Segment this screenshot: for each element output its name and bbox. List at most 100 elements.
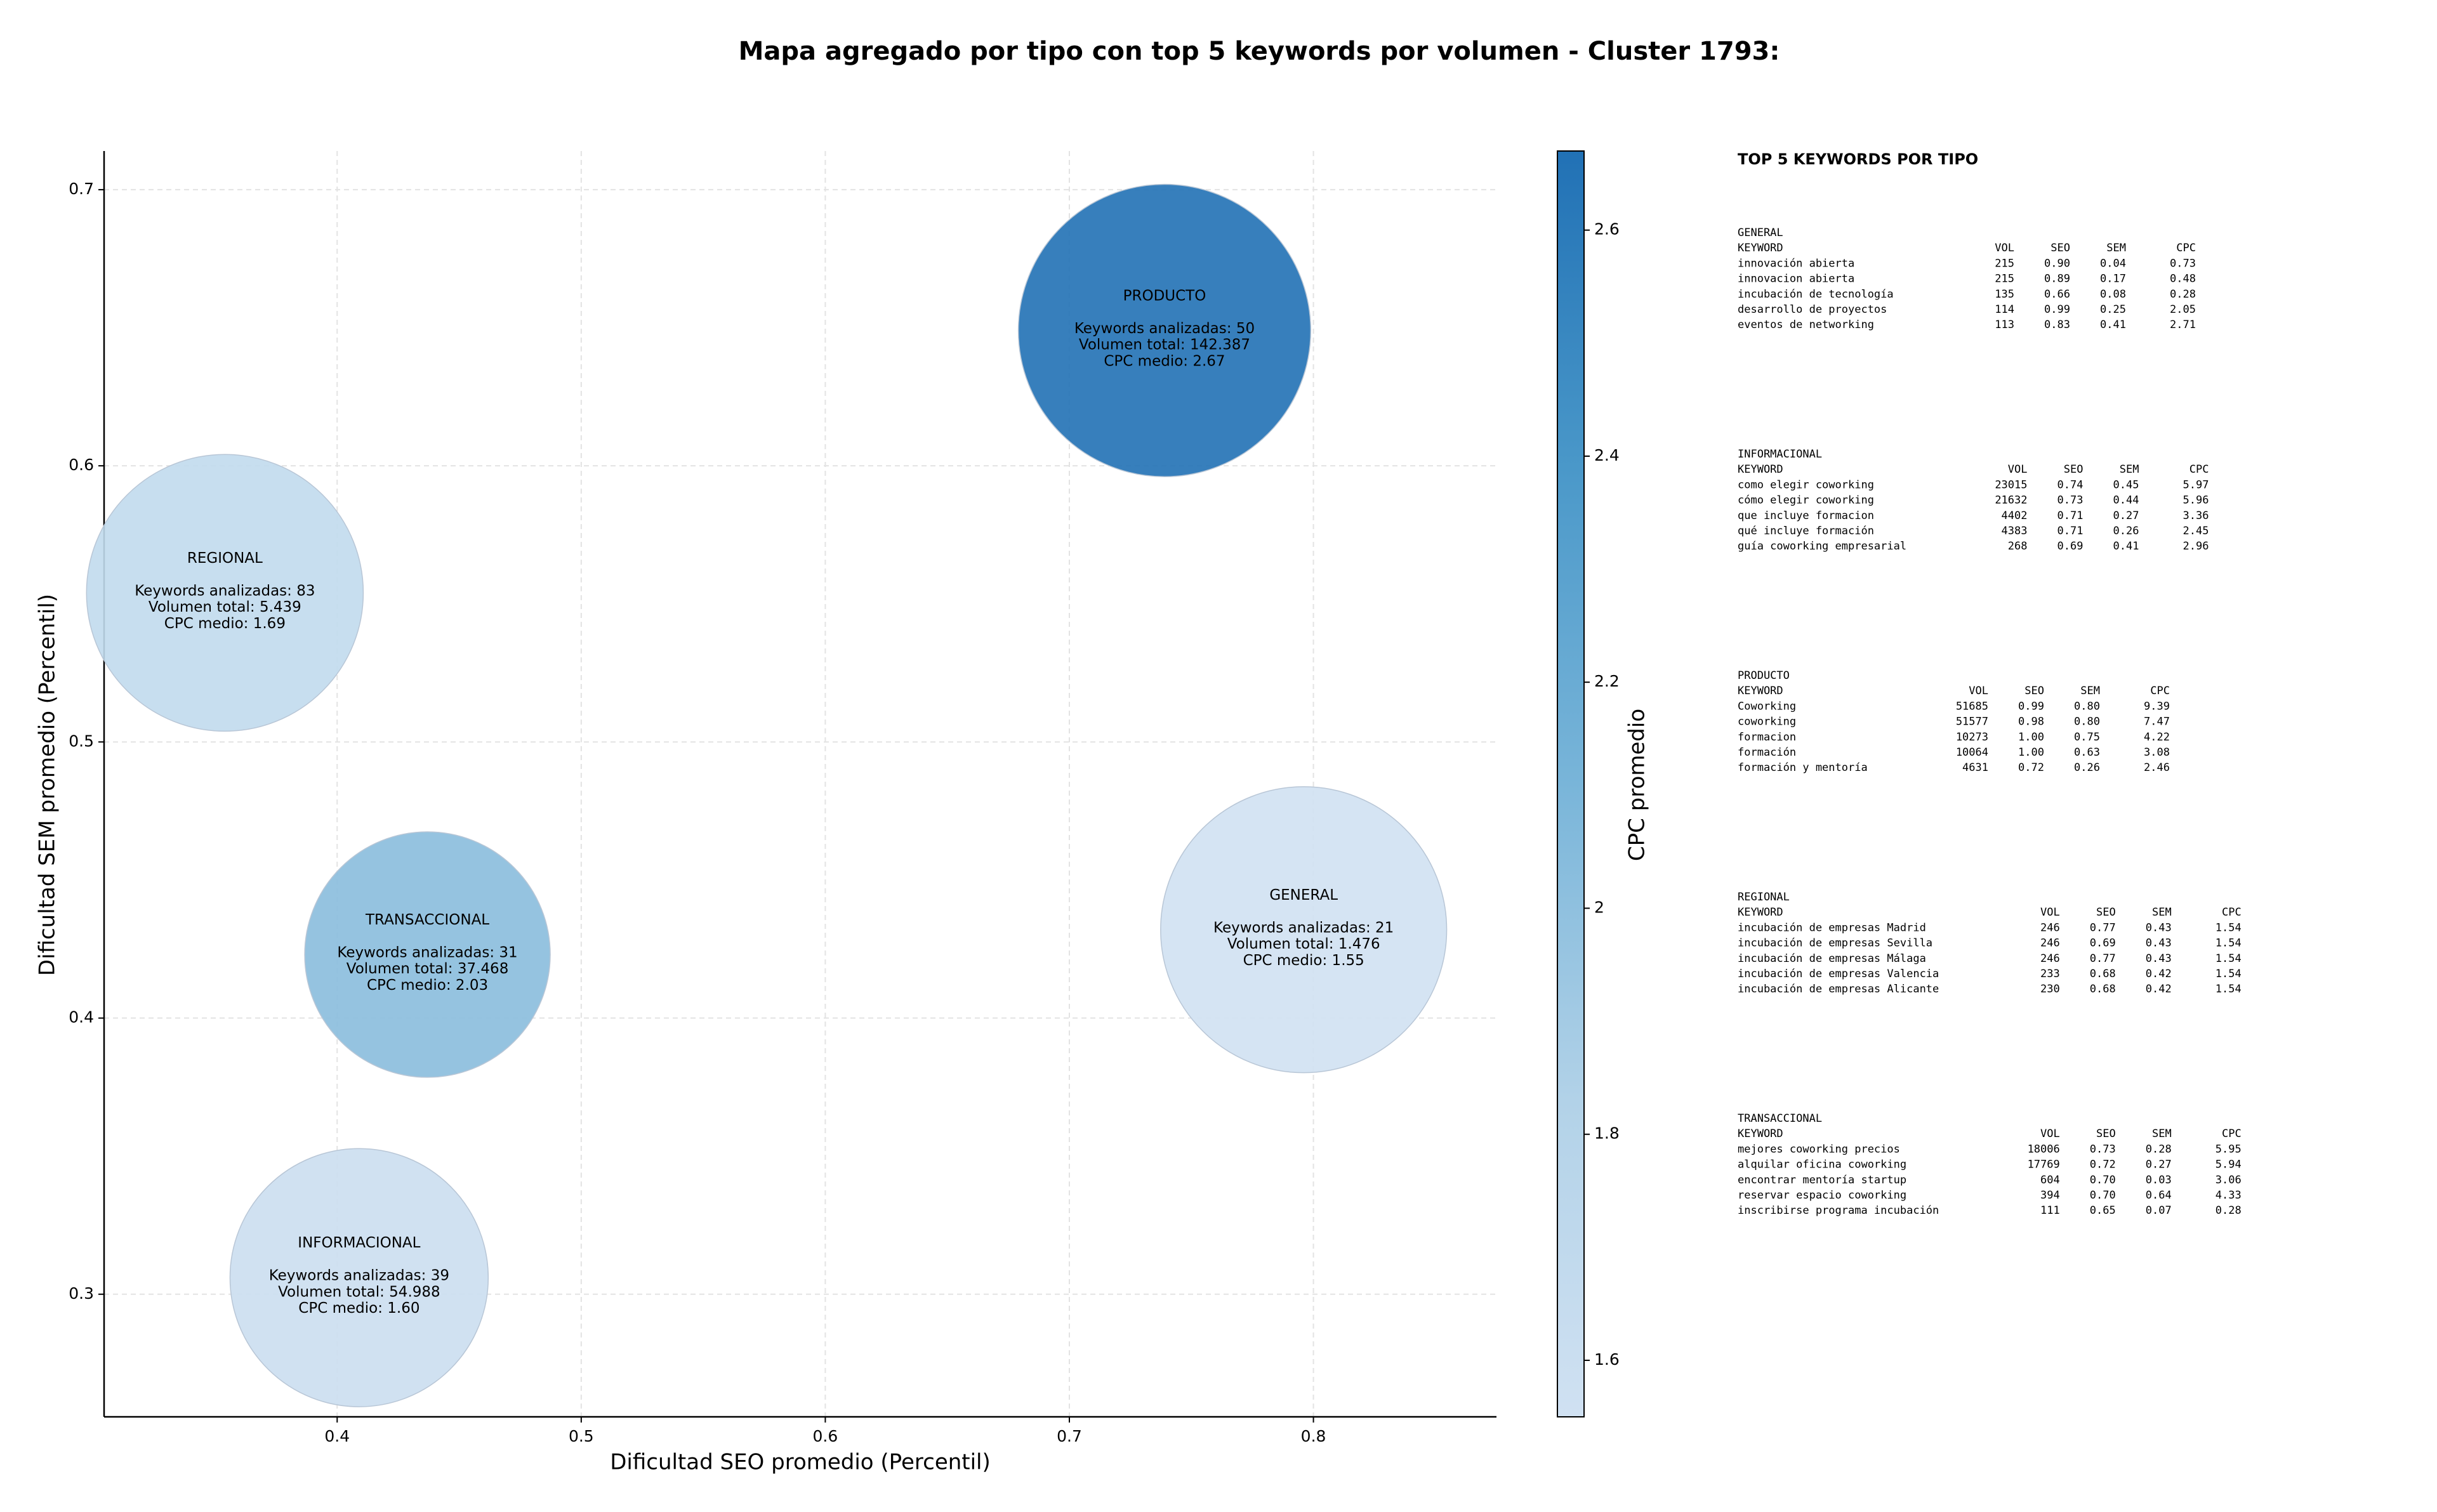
table-cell: 5.95 [2216, 1143, 2242, 1155]
chart-title: Mapa agregado por tipo con top 5 keyword… [739, 37, 1780, 66]
table-cell: 0.27 [2146, 1159, 2172, 1171]
table-cell: qué incluye formación [1738, 525, 1874, 537]
column-header: SEO [2096, 1127, 2116, 1140]
table-cell: 3.06 [2216, 1174, 2242, 1187]
table-cell: eventos de networking [1738, 319, 1874, 331]
table-cell: guía coworking empresarial [1738, 540, 1906, 553]
table-cell: 111 [2040, 1204, 2060, 1217]
y-tick-label: 0.6 [69, 456, 94, 474]
x-tick-label: 0.5 [569, 1427, 594, 1445]
table-cell: 1.54 [2216, 937, 2242, 950]
table-cell: 135 [1995, 288, 2014, 301]
table-cell: 0.26 [2074, 761, 2100, 774]
column-header: KEYWORD [1738, 463, 1783, 476]
column-header: SEM [2152, 1127, 2172, 1140]
column-header: SEM [2152, 906, 2172, 919]
table-cell: 0.44 [2113, 494, 2139, 507]
table-cell: formacion [1738, 731, 1796, 744]
x-tick-label: 0.4 [324, 1427, 350, 1445]
table-cell: 1.54 [2216, 952, 2242, 965]
table-cell: 4383 [2002, 525, 2028, 537]
table-cell: 394 [2040, 1189, 2060, 1202]
table-cell: 0.71 [2057, 525, 2084, 537]
table-cell: incubación de empresas Sevilla [1738, 937, 1932, 950]
table-cell: 0.98 [2018, 716, 2044, 728]
y-tick-label: 0.5 [69, 732, 94, 750]
column-header: SEO [2064, 463, 2084, 476]
table-cell: 51685 [1956, 700, 1988, 713]
table-cell: 1.00 [2018, 731, 2044, 744]
group-name: INFORMACIONAL [1738, 448, 1822, 461]
column-header: CPC [2176, 242, 2196, 254]
bubble-label: CPC medio: 1.55 [1243, 952, 1364, 969]
table-cell: 5.97 [2183, 478, 2209, 491]
table-cell: inscribirse programa incubación [1738, 1204, 1939, 1217]
table-cell: 0.42 [2146, 968, 2172, 980]
table-cell: 268 [2008, 540, 2028, 553]
bubble-label: Volumen total: 1.476 [1227, 936, 1380, 952]
table-cell: 0.89 [2044, 273, 2070, 286]
table-cell: 246 [2040, 937, 2060, 950]
table-cell: alquilar oficina coworking [1738, 1159, 1906, 1171]
column-header: SEM [2106, 242, 2126, 254]
table-cell: 1.00 [2018, 746, 2044, 759]
table-cell: innovación abierta [1738, 257, 1854, 270]
table-cell: 0.03 [2146, 1174, 2172, 1187]
table-cell: 0.08 [2100, 288, 2126, 301]
table-cell: cómo elegir coworking [1738, 494, 1874, 507]
table-cell: 0.68 [2090, 968, 2116, 980]
x-axis-label: Dificultad SEO promedio (Percentil) [610, 1450, 991, 1475]
table-cell: 0.69 [2057, 540, 2084, 553]
column-header: VOL [1995, 242, 2014, 254]
column-header: SEO [2024, 685, 2044, 697]
table-cell: 0.70 [2090, 1189, 2116, 1202]
table-cell: 17769 [2028, 1159, 2060, 1171]
table-cell: 113 [1995, 319, 2014, 331]
group-name: GENERAL [1738, 227, 1783, 239]
table-cell: 0.41 [2100, 319, 2126, 331]
table-cell: 10064 [1956, 746, 1988, 759]
column-header: VOL [1969, 685, 1988, 697]
table-cell: como elegir coworking [1738, 478, 1874, 491]
bubble-label: CPC medio: 2.67 [1104, 353, 1225, 369]
table-cell: 0.73 [2057, 494, 2084, 507]
table-cell: 0.72 [2090, 1159, 2116, 1171]
colorbar [1557, 150, 1585, 1417]
column-header: KEYWORD [1738, 242, 1783, 254]
group-name: PRODUCTO [1738, 669, 1790, 682]
table-cell: 18006 [2028, 1143, 2060, 1155]
column-header: SEM [2080, 685, 2100, 697]
table-cell: 3.36 [2183, 509, 2209, 522]
colorbar-tick-label: 1.6 [1594, 1350, 1620, 1369]
group-name: REGIONAL [1738, 891, 1790, 904]
table-cell: 0.48 [2170, 273, 2196, 286]
table-cell: 0.90 [2044, 257, 2070, 270]
column-header: SEO [2096, 906, 2116, 919]
table-cell: 0.71 [2057, 509, 2084, 522]
column-header: VOL [2008, 463, 2028, 476]
y-tick-label: 0.7 [69, 180, 94, 198]
table-cell: 51577 [1956, 716, 1988, 728]
bubble-label: CPC medio: 1.69 [164, 615, 286, 632]
y-tick-label: 0.3 [69, 1284, 94, 1303]
table-cell: 0.80 [2074, 716, 2100, 728]
bubble-name: GENERAL [1269, 887, 1338, 904]
table-cell: 0.77 [2090, 921, 2116, 934]
table-cell: 0.99 [2044, 303, 2070, 316]
colorbar-tick-label: 2.6 [1594, 220, 1620, 239]
table-cell: 0.25 [2100, 303, 2126, 316]
table-cell: 0.28 [2216, 1204, 2242, 1217]
bubble [86, 454, 364, 732]
table-cell: 246 [2040, 952, 2060, 965]
table-cell: 1.54 [2216, 983, 2242, 996]
table-cell: 233 [2040, 968, 2060, 980]
bubble-name: INFORMACIONAL [298, 1235, 420, 1251]
column-header: CPC [2150, 685, 2170, 697]
column-header: CPC [2189, 463, 2209, 476]
colorbar-label: CPC promedio [1625, 709, 1650, 861]
table-cell: 5.96 [2183, 494, 2209, 507]
group-name: TRANSACCIONAL [1738, 1112, 1822, 1125]
column-header: VOL [2040, 906, 2060, 919]
table-cell: 3.08 [2144, 746, 2170, 759]
colorbar-tick-label: 2.2 [1594, 672, 1620, 690]
